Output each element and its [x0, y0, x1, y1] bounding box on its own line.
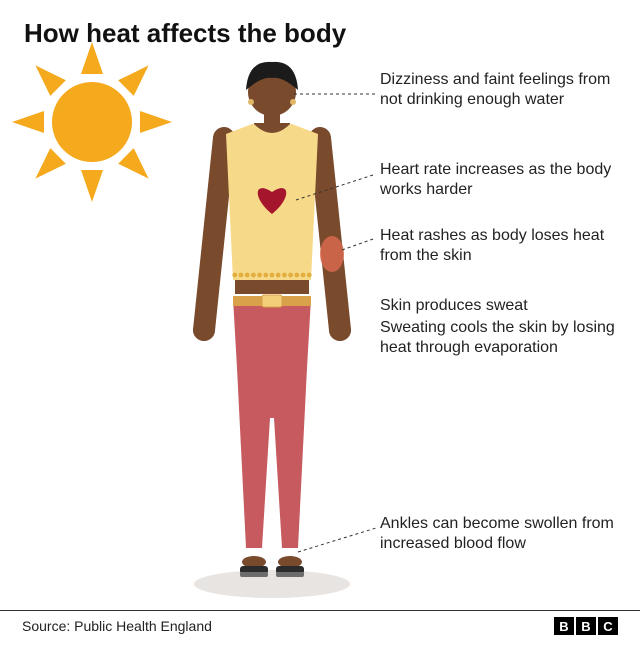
bbc-logo: B B C — [554, 617, 618, 635]
annotation-ankles: Ankles can become swollen from increased… — [380, 514, 615, 554]
annotation-dizziness: Dizziness and faint feelings from not dr… — [380, 70, 615, 110]
bbc-logo-letter: B — [576, 617, 596, 635]
bbc-logo-letter: B — [554, 617, 574, 635]
annotation-sweat2: Sweating cools the skin by losing heat t… — [380, 318, 615, 358]
annotation-rash: Heat rashes as body loses heat from the … — [380, 226, 615, 266]
source-label: Source: Public Health England — [22, 618, 212, 634]
annotation-sweat1: Skin produces sweat — [380, 296, 615, 316]
footer: Source: Public Health England B B C — [0, 610, 640, 635]
page-title: How heat affects the body — [24, 18, 618, 49]
annotation-heart: Heart rate increases as the body works h… — [380, 160, 615, 200]
bbc-logo-letter: C — [598, 617, 618, 635]
